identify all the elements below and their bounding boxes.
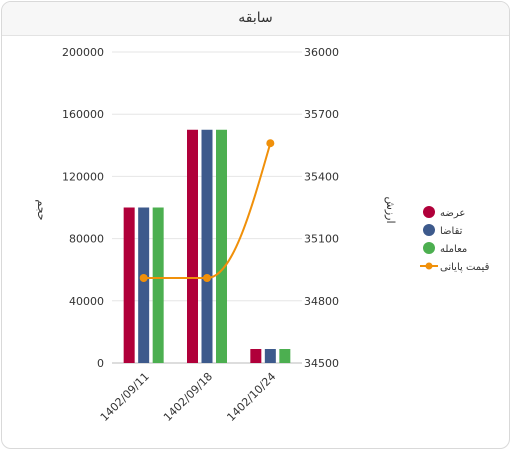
legend-item[interactable]: قیمت پایانی xyxy=(420,262,490,273)
legend-item[interactable]: تقاضا xyxy=(423,224,463,237)
y-right-tick-label: 35700 xyxy=(304,108,339,121)
card-title: سابقه xyxy=(2,2,509,36)
line-point[interactable] xyxy=(266,139,275,148)
bar[interactable] xyxy=(201,129,213,363)
y-left-tick-label: 120000 xyxy=(62,170,104,183)
legend-item[interactable]: معامله xyxy=(423,242,467,255)
y-right-tick-label: 34500 xyxy=(304,357,339,370)
legend-label: معامله xyxy=(440,244,467,255)
line-point[interactable] xyxy=(139,273,148,282)
bar[interactable] xyxy=(138,207,150,364)
legend-marker xyxy=(423,206,435,218)
x-tick-label: 1402/09/18 xyxy=(161,370,215,424)
line-point[interactable] xyxy=(203,273,211,282)
bar[interactable] xyxy=(250,349,262,363)
y-right-tick-label: 34800 xyxy=(304,295,339,308)
legend-label: تقاضا xyxy=(440,226,463,237)
x-tick-label: 1402/09/11 xyxy=(98,370,152,424)
legend-label: عرضه xyxy=(440,208,465,219)
legend-label: قیمت پایانی xyxy=(440,262,490,273)
bar[interactable] xyxy=(187,129,198,363)
legend-item[interactable]: عرضه xyxy=(423,206,465,219)
bar[interactable] xyxy=(123,207,135,364)
history-chart: 200000 160000 120000 80000 40000 0 36000 35700… xyxy=(35,46,490,424)
y-left-tick-label: 80000 xyxy=(69,233,104,246)
legend-marker xyxy=(425,262,433,270)
y-right-tick-label: 36000 xyxy=(304,46,339,59)
y-axis-left-title: حجم xyxy=(35,199,48,220)
y-left-tick-label: 40000 xyxy=(69,295,104,308)
y-right-tick-label: 35100 xyxy=(304,233,339,246)
legend-marker xyxy=(423,242,435,254)
bar[interactable] xyxy=(264,349,276,363)
y-left-tick-label: 160000 xyxy=(62,108,104,121)
y-left-tick-label: 200000 xyxy=(62,46,104,59)
bar[interactable] xyxy=(216,129,227,363)
y-axis-right-title: ارزش xyxy=(384,196,397,223)
y-right-tick-label: 35400 xyxy=(304,170,339,183)
legend-marker xyxy=(423,224,435,236)
bar[interactable] xyxy=(152,207,164,364)
bar[interactable] xyxy=(279,349,291,363)
x-tick-label: 1402/10/24 xyxy=(224,370,278,424)
y-left-tick-label: 0 xyxy=(97,357,104,370)
